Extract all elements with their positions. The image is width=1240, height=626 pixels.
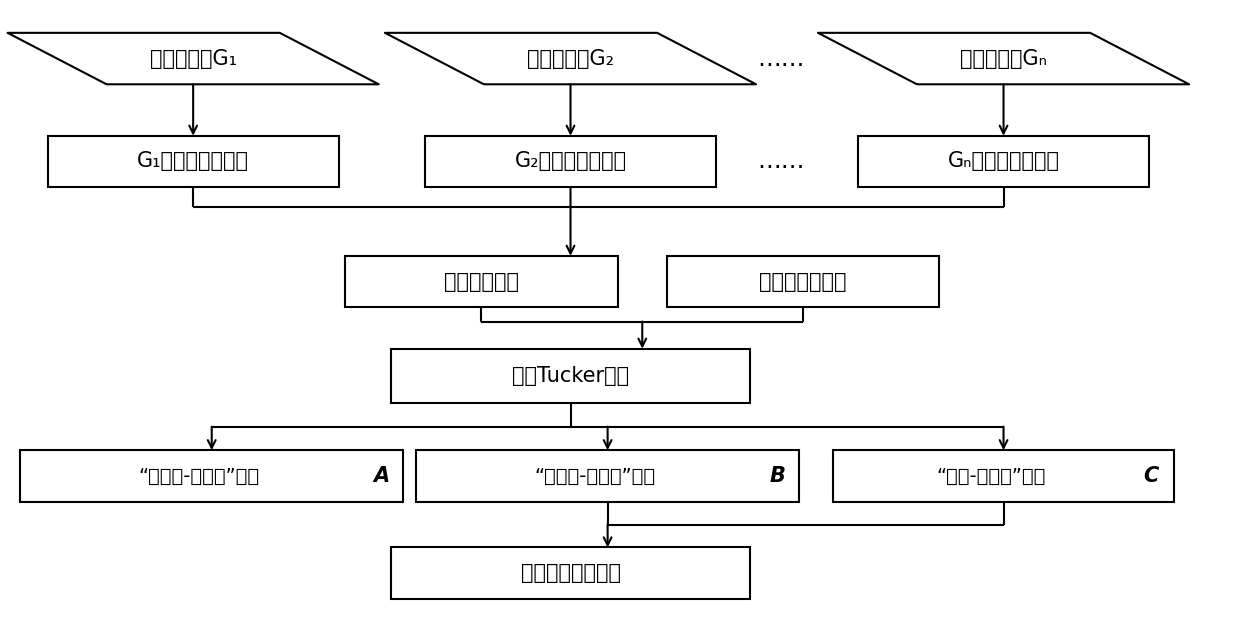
- Bar: [391, 547, 750, 599]
- Bar: [415, 450, 800, 501]
- Polygon shape: [818, 33, 1189, 85]
- Text: ……: ……: [758, 150, 805, 173]
- Bar: [833, 450, 1173, 501]
- Text: A: A: [373, 466, 389, 486]
- Bar: [391, 349, 750, 403]
- Bar: [425, 136, 715, 187]
- Text: G₂的二阶张量表示: G₂的二阶张量表示: [515, 151, 626, 172]
- Text: G₁的二阶张量表示: G₁的二阶张量表示: [138, 151, 249, 172]
- Bar: [48, 136, 339, 187]
- Text: 张量Tucker分解: 张量Tucker分解: [512, 366, 629, 386]
- Text: “特征词-主成分”矩阵: “特征词-主成分”矩阵: [139, 466, 260, 485]
- Polygon shape: [384, 33, 756, 85]
- Bar: [667, 256, 939, 307]
- Text: 构建三阶张量: 构建三阶张量: [444, 272, 518, 292]
- Polygon shape: [7, 33, 378, 85]
- Text: ……: ……: [758, 46, 805, 71]
- Text: “特征-主成分”矩阵: “特征-主成分”矩阵: [936, 466, 1045, 485]
- Text: Gₙ的二阶张量表示: Gₙ的二阶张量表示: [947, 151, 1059, 172]
- Text: 交替最小二乘法: 交替最小二乘法: [759, 272, 847, 292]
- Bar: [20, 450, 403, 501]
- Text: “特征词-主成分”矩阵: “特征词-主成分”矩阵: [534, 466, 656, 485]
- Bar: [345, 256, 618, 307]
- Text: 重构文本特征图簇: 重构文本特征图簇: [521, 563, 620, 583]
- Text: C: C: [1143, 466, 1159, 486]
- Text: B: B: [769, 466, 785, 486]
- Text: 文本特征图G₁: 文本特征图G₁: [150, 49, 237, 69]
- Text: 文本特征图G₂: 文本特征图G₂: [527, 49, 614, 69]
- Bar: [858, 136, 1149, 187]
- Text: 文本特征图Gₙ: 文本特征图Gₙ: [960, 49, 1047, 69]
